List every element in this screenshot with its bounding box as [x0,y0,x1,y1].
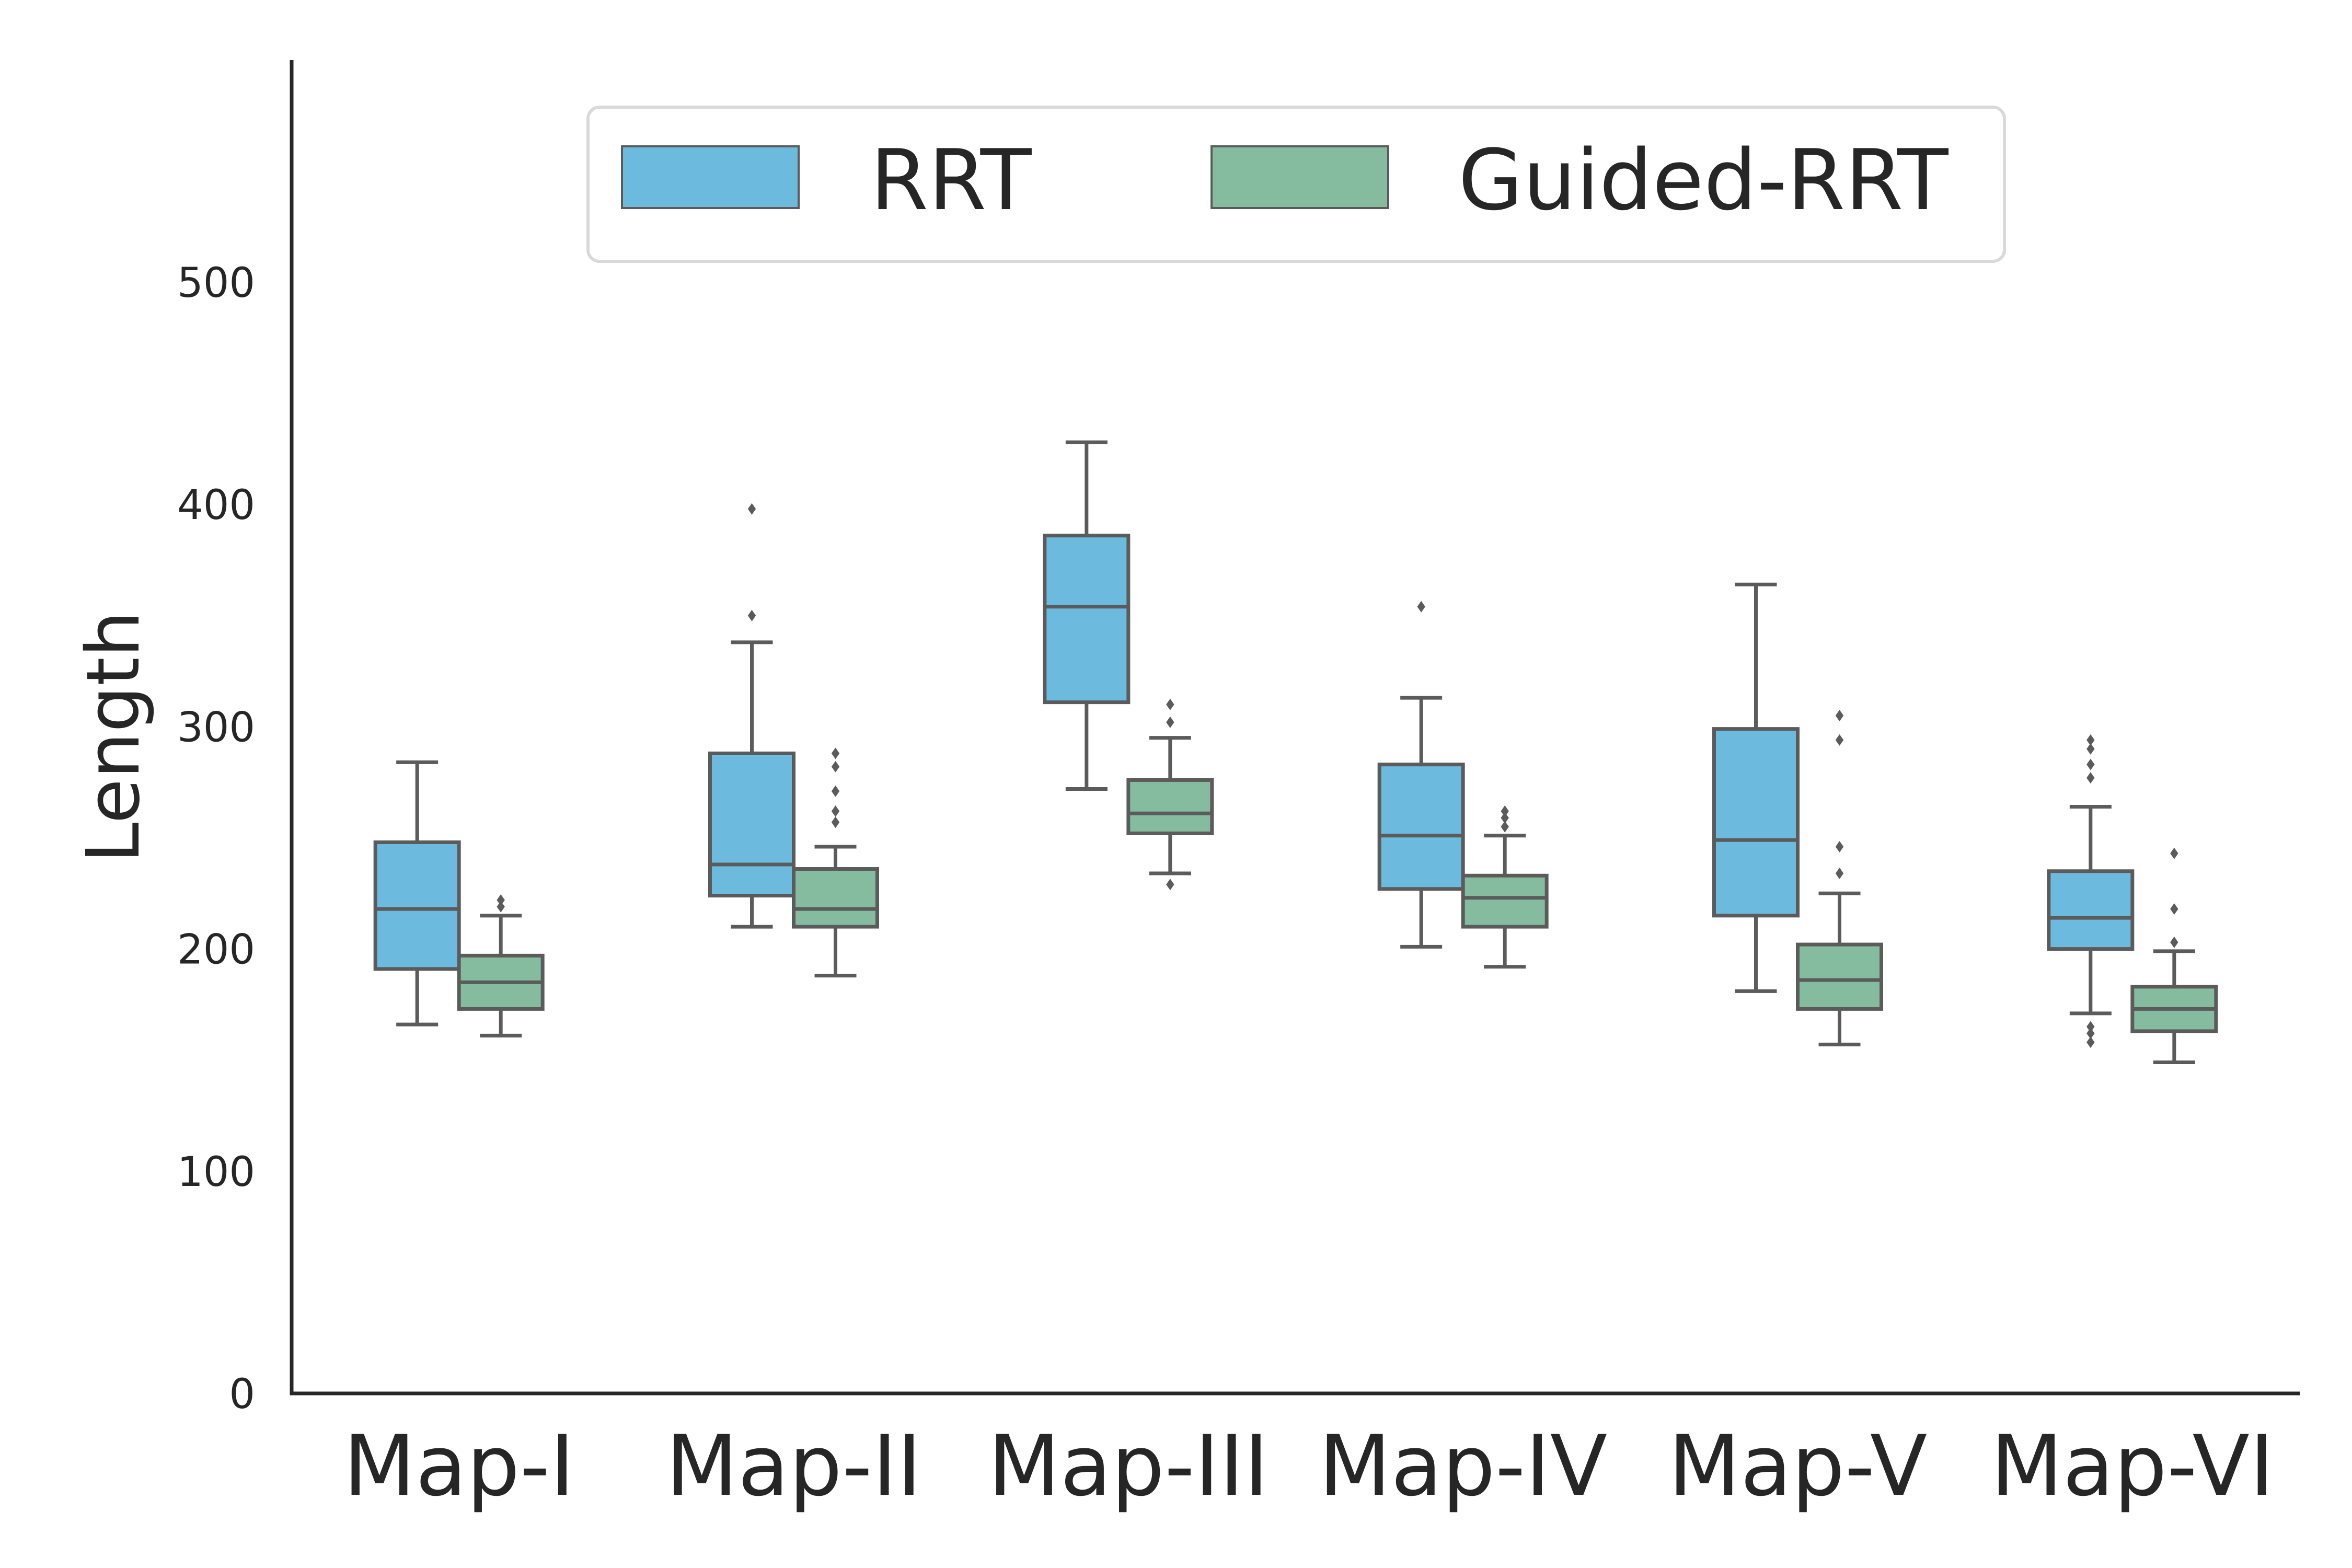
guided-rrt-map-iii-box [1126,778,1214,835]
rrt-map-vi-outlier-4 [2086,758,2095,770]
rrt-map-iv-box [1377,763,1465,891]
x-tick-label-map-i: Map-I [343,1417,575,1515]
x-axis-category-labels: Map-I Map-II Map-III Map-IV Map-V Map-VI [343,1417,2274,1515]
legend-swatch-guided-rrt [1210,145,1389,209]
guided-rrt-map-vi-outlier-1 [2170,903,2178,915]
rrt-map-vi-outlier-1 [2086,1028,2095,1040]
y-axis-ticks: 0 100 200 300 400 500 [177,260,255,1418]
rrt-map-i-box [373,840,461,971]
guided-rrt-map-ii-outlier-4 [831,747,840,759]
guided-rrt-map-v-outlier-0 [1835,868,1844,880]
guided-rrt-map-i-outlier-0 [497,901,505,913]
guided-rrt-map-vi-outlier-2 [2170,847,2178,859]
guided-rrt-map-iii-outlier-0 [1166,879,1174,891]
guided-rrt-map-iv-box [1461,873,1549,929]
x-tick-label-map-ii: Map-II [666,1417,922,1515]
guided-rrt-map-v-outlier-2 [1835,734,1844,746]
y-tick-label-100: 100 [177,1149,255,1196]
x-tick-label-map-vi: Map-VI [1991,1417,2275,1515]
guided-rrt-map-v-outlier-1 [1835,841,1844,853]
guided-rrt-map-iii-outlier-1 [1166,716,1174,728]
y-tick-label-300: 300 [177,704,255,751]
y-tick-label-500: 500 [177,260,255,307]
rrt-map-iv-outlier-0 [1417,601,1425,613]
rrt-map-vi-outlier-0 [2086,1036,2095,1048]
guided-rrt-map-iv-outlier-1 [1501,812,1509,824]
guided-rrt-map-ii-outlier-1 [831,805,840,817]
rrt-map-vi-outlier-5 [2086,743,2095,755]
guided-rrt-map-ii-outlier-2 [831,785,840,797]
rrt-map-ii-outlier-1 [747,503,756,515]
rrt-map-iii-box [1043,534,1131,705]
legend-swatch-rrt [621,145,800,209]
y-tick-label-200: 200 [177,927,255,974]
guided-rrt-map-ii-outlier-0 [831,816,840,828]
plot-marks [373,440,2218,1064]
rrt-map-vi-box [2047,869,2135,951]
guided-rrt-map-i-outlier-1 [497,894,505,906]
x-tick-label-map-iii: Map-III [988,1417,1269,1515]
x-tick-label-map-v: Map-V [1668,1417,1927,1515]
guided-rrt-map-iv-outlier-0 [1501,821,1509,833]
rrt-map-vi-outlier-6 [2086,734,2095,746]
guided-rrt-map-ii-outlier-3 [831,760,840,773]
y-tick-label-0: 0 [229,1371,255,1418]
rrt-map-vi-outlier-2 [2086,1021,2095,1033]
guided-rrt-map-v-box [1796,942,1883,1011]
y-axis-title: Length [71,611,156,863]
x-tick-label-map-iv: Map-IV [1319,1417,1607,1515]
rrt-map-ii-box [708,751,795,898]
rrt-map-vi-outlier-3 [2086,772,2095,784]
rrt-map-v-box [1712,727,1800,918]
legend-label-rrt: RRT [870,131,1032,229]
guided-rrt-map-vi-outlier-0 [2170,936,2178,948]
rrt-map-ii-outlier-0 [747,609,756,621]
guided-rrt-map-ii-box [792,867,879,929]
legend: RRT Guided-RRT [586,106,2006,263]
y-tick-label-400: 400 [177,482,255,529]
guided-rrt-map-iii-outlier-2 [1166,698,1174,710]
legend-label-guided-rrt: Guided-RRT [1458,131,1949,229]
guided-rrt-map-iv-outlier-2 [1501,805,1509,817]
guided-rrt-map-v-outlier-3 [1835,710,1844,722]
